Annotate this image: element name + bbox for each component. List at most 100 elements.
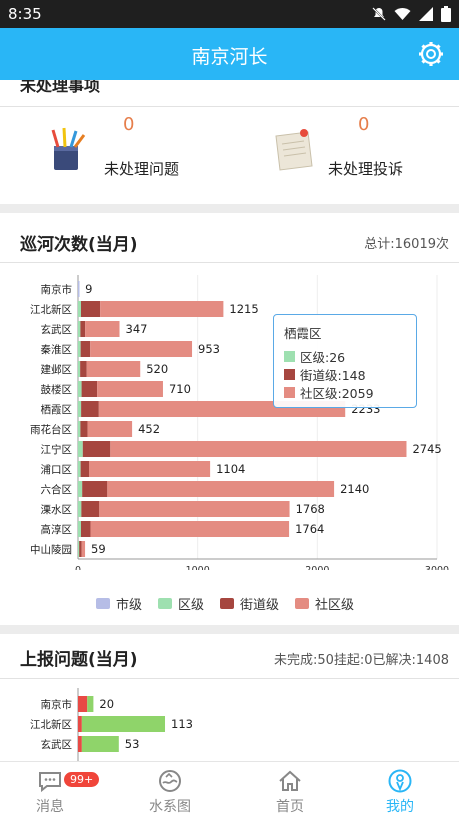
pending-complaints-count: 0: [358, 114, 370, 135]
bar-segment: [80, 521, 91, 537]
section-gap: [0, 625, 459, 634]
app-bar: 南京河长: [0, 28, 459, 80]
bar-segment: [78, 696, 88, 712]
bar-segment: [81, 401, 99, 417]
bar-segment: [78, 281, 80, 297]
home-icon: [279, 770, 301, 791]
tooltip-row: 区级:26: [284, 347, 406, 365]
bar-segment: [107, 481, 335, 497]
mute-icon: [372, 7, 386, 21]
bar-total-label: 113: [171, 717, 193, 731]
bar-total-label: 452: [138, 422, 160, 436]
bar-segment: [78, 401, 82, 417]
legend-label: 市级: [116, 598, 143, 613]
pending-complaints-item[interactable]: 0 未处理投诉: [272, 114, 403, 179]
bar-segment: [87, 696, 94, 712]
legend-item-street[interactable]: 街道级: [220, 594, 279, 613]
bar-segment: [82, 441, 111, 457]
bar-total-label: 1215: [229, 302, 258, 316]
bar-segment: [78, 341, 81, 357]
tooltip-title: 栖霞区: [284, 326, 322, 341]
bar-segment: [87, 421, 133, 437]
chart-legend: 市级 区级 街道级 社区级: [96, 594, 354, 613]
bar-total-label: 9: [85, 282, 92, 296]
pending-issues-count: 0: [123, 114, 135, 135]
bar-segment: [78, 501, 82, 517]
bar-segment: [90, 521, 290, 537]
category-label: 江北新区: [30, 303, 72, 316]
category-label: 中山陵园: [30, 543, 72, 556]
bar-segment: [85, 321, 120, 337]
tooltip-row: 社区级:2059: [284, 383, 406, 401]
bar-segment: [82, 481, 108, 497]
bar-total-label: 347: [126, 322, 148, 336]
divider: [0, 106, 459, 107]
tooltip-row-text: 街道级:148: [300, 367, 366, 383]
user-profile-icon: [388, 769, 412, 793]
bar-segment: [78, 441, 83, 457]
bar-segment: [78, 421, 81, 437]
bar-segment: [86, 361, 141, 377]
tab-label: 首页: [276, 799, 304, 815]
bar-segment: [81, 736, 119, 752]
report-chart[interactable]: 南京市 20 江北新区 113 玄武区 53: [0, 688, 459, 761]
category-label: 雨花台区: [30, 423, 72, 436]
category-label: 玄武区: [41, 323, 73, 336]
bar-segment: [80, 301, 101, 317]
wifi-icon: [394, 8, 411, 20]
bar-segment: [78, 481, 83, 497]
bar-segment: [99, 501, 290, 517]
bar-segment: [80, 361, 87, 377]
section-gap: [0, 204, 459, 213]
bar-segment: [90, 341, 193, 357]
legend-item-community[interactable]: 社区级: [295, 594, 354, 613]
tab-label: 水系图: [149, 799, 191, 815]
bar-segment: [78, 541, 80, 557]
pending-header: 未处理事项: [20, 80, 101, 95]
bar-segment: [97, 381, 163, 397]
bar-segment: [78, 361, 81, 377]
district-swatch: [284, 350, 295, 362]
bar-total-label: 1104: [216, 462, 245, 476]
bar-segment: [78, 321, 81, 337]
legend-item-district[interactable]: 区级: [158, 594, 204, 613]
legend-label: 街道级: [240, 598, 280, 613]
signal-icon: [419, 7, 433, 21]
bar-total-label: 2745: [412, 442, 441, 456]
status-icons: [371, 6, 451, 22]
bar-segment: [100, 301, 224, 317]
bar-total-label: 710: [169, 382, 191, 396]
bar-segment: [80, 461, 90, 477]
battery-icon: [441, 6, 451, 22]
patrol-total: 总计:16019次: [364, 237, 449, 252]
bar-segment: [80, 321, 86, 337]
bar-segment: [78, 716, 82, 732]
bar-segment: [78, 521, 81, 537]
bar-total-label: 953: [198, 342, 220, 356]
tab-home[interactable]: 首页: [250, 768, 330, 816]
legend-label: 社区级: [315, 598, 355, 613]
legend-item-city[interactable]: 市级: [96, 594, 142, 613]
divider: [0, 678, 459, 679]
chart-tooltip: 栖霞区 区级:26 街道级:148 社区级:2059: [273, 314, 417, 408]
tab-water-map[interactable]: 水系图: [130, 768, 210, 816]
pending-issues-item[interactable]: 0 未处理问题: [48, 114, 180, 179]
bar-segment: [78, 461, 81, 477]
tab-label: 消息: [36, 799, 64, 815]
community-swatch: [284, 386, 295, 398]
patrol-chart[interactable]: 0 1000 2000 3000 南京市 9 江北新区 1215 玄武区 347 秦淮区 953 建邺区…: [0, 270, 459, 570]
tab-label: 我的: [386, 799, 414, 815]
settings-gear-icon[interactable]: [417, 40, 445, 68]
pen-holder-icon: [51, 127, 86, 170]
bar-segment: [81, 381, 98, 397]
tab-messages[interactable]: 消息 99+: [10, 768, 100, 816]
content-scroll[interactable]: 未处理事项 0 未处理问题 0 未处理投诉 巡河次数(当月) 总计:16019次…: [0, 80, 459, 761]
category-label: 南京市: [41, 283, 73, 296]
report-title: 上报问题(当月): [20, 650, 138, 670]
pending-issues-label: 未处理问题: [104, 160, 180, 178]
chat-bubble-icon: [39, 772, 61, 793]
bar-segment: [89, 461, 211, 477]
tab-mine[interactable]: 我的: [360, 768, 440, 816]
bar-segment: [110, 441, 407, 457]
tooltip-row-text: 区级:26: [300, 349, 346, 365]
